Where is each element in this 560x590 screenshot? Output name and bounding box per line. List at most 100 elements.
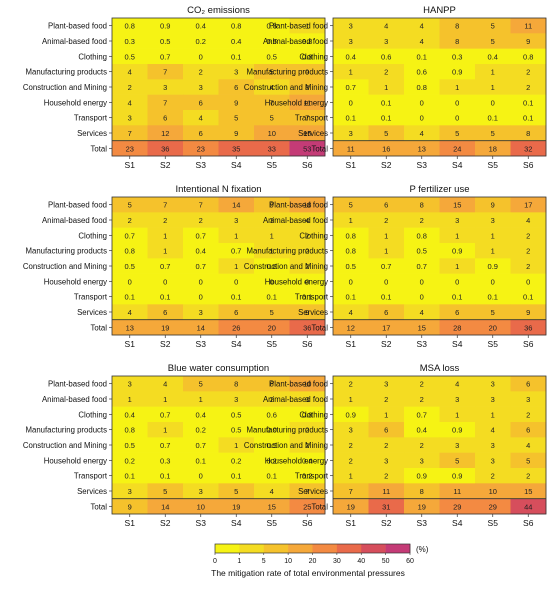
heatmap-cell	[368, 483, 405, 499]
row-label: Manufacturing products	[26, 68, 108, 77]
cell-value: 5	[455, 129, 459, 138]
cell-value: 9	[270, 201, 274, 210]
heatmap-cell	[333, 319, 369, 336]
heatmap-cell	[147, 483, 184, 499]
heatmap-cell	[475, 227, 511, 244]
heatmap-cell	[183, 483, 219, 499]
heatmap-cell	[147, 110, 184, 126]
cell-value: 2	[305, 441, 309, 450]
cell-value: 3	[384, 456, 388, 465]
row-label: Manufacturing products	[26, 247, 108, 256]
heatmap-cell	[112, 94, 148, 111]
cell-value: 4	[420, 308, 424, 317]
heatmap-cell	[510, 319, 547, 336]
row-label: Plant-based food	[269, 380, 328, 389]
heatmap-cell	[289, 498, 326, 515]
scenario-label: S5	[488, 339, 499, 349]
cell-value: 0.8	[267, 262, 277, 271]
heatmap-cell	[218, 304, 255, 320]
cell-value: 1	[234, 231, 238, 240]
heatmap-cell	[368, 498, 405, 515]
scenario-label: S2	[381, 518, 392, 528]
cell-value: 0.4	[417, 426, 427, 435]
heatmap-cell	[112, 376, 148, 392]
heatmap-cell	[183, 125, 219, 141]
cell-value: 7	[163, 68, 167, 77]
scenario-label: S3	[196, 339, 207, 349]
heatmap-cell	[183, 212, 219, 228]
cell-value: 10	[303, 380, 311, 389]
scenario-label: S5	[488, 518, 499, 528]
heatmap-cell	[254, 289, 290, 305]
cell-value: 5	[270, 114, 274, 123]
heatmap-cell	[254, 437, 290, 453]
heatmap-cell	[254, 33, 290, 49]
heatmap-cell	[333, 140, 369, 157]
heatmap-cell	[510, 422, 547, 438]
legend-tick-label: 60	[406, 558, 414, 565]
cell-value: 3	[349, 22, 353, 31]
cell-value: 1	[491, 247, 495, 256]
heatmap-cell	[254, 243, 290, 259]
panel-title: MSA loss	[420, 363, 460, 374]
cell-value: 2	[420, 216, 424, 225]
cell-value: 16	[382, 144, 390, 153]
cell-value: 0.9	[488, 262, 498, 271]
cell-value: 9	[526, 37, 530, 46]
scenario-label: S5	[267, 518, 278, 528]
heatmap-cell	[510, 18, 547, 34]
cell-value: 4	[420, 22, 424, 31]
cell-value: 0.1	[267, 472, 277, 481]
cell-value: 4	[420, 37, 424, 46]
cell-value: 3	[128, 487, 132, 496]
heatmap-cell	[404, 140, 440, 157]
heatmap-cell	[404, 48, 440, 65]
cell-value: 20	[489, 323, 497, 332]
cell-value: 15	[418, 323, 426, 332]
heatmap-cell	[404, 483, 440, 499]
heatmap-cell	[147, 422, 184, 438]
cell-value: 18	[303, 201, 311, 210]
cell-value: 5	[270, 308, 274, 317]
cell-value: 11	[453, 487, 461, 496]
cell-value: 5	[491, 22, 495, 31]
row-label: Animal-based food	[42, 216, 107, 225]
heatmap-cell	[510, 48, 547, 65]
row-label: Plant-based food	[269, 22, 328, 31]
heatmap-cell	[218, 64, 255, 80]
heatmap-cell	[510, 197, 547, 213]
cell-value: 6	[163, 114, 167, 123]
heatmap-cell	[333, 18, 369, 34]
legend-tick-label: 40	[357, 558, 365, 565]
cell-value: 0.7	[125, 231, 135, 240]
heatmap-cell	[404, 273, 440, 290]
cell-value: 4	[128, 98, 132, 107]
scenario-label: S1	[125, 339, 136, 349]
scenario-label: S6	[302, 339, 313, 349]
heatmap-cell	[475, 212, 511, 228]
heatmap-cell	[333, 110, 369, 126]
cell-value: 1	[491, 231, 495, 240]
cell-value: 1	[234, 262, 238, 271]
scenario-label: S5	[267, 160, 278, 170]
heatmap-cell	[112, 319, 148, 336]
legend-unit: (%)	[416, 545, 429, 554]
row-label: Transport	[74, 293, 108, 302]
cell-value: 7	[163, 98, 167, 107]
cell-value: 0.2	[196, 37, 206, 46]
heatmap-cell	[289, 258, 326, 274]
heatmap-cell	[333, 64, 369, 80]
heatmap-cell	[404, 212, 440, 228]
cell-value: 3	[491, 441, 495, 450]
cell-value: 19	[232, 502, 240, 511]
cell-value: 6	[270, 380, 274, 389]
cell-value: 0.5	[417, 247, 427, 256]
heatmap-cell	[475, 437, 511, 453]
scenario-label: S6	[523, 160, 534, 170]
cell-value: 1	[349, 68, 353, 77]
cell-value: 9	[526, 308, 530, 317]
cell-value: 0.8	[125, 426, 135, 435]
heatmap-cell	[289, 437, 326, 453]
heatmap-cell	[183, 258, 219, 274]
heatmap-cell	[112, 18, 148, 34]
